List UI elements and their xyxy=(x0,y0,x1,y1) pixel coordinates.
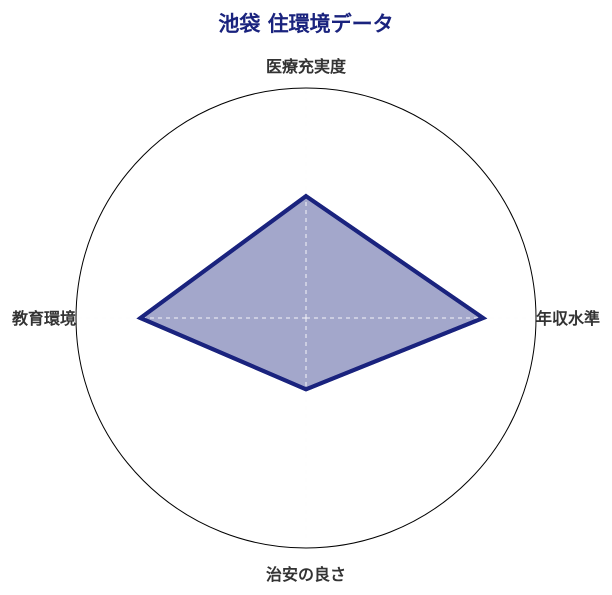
axis-label: 医療充実度 xyxy=(266,57,347,76)
data-polygon xyxy=(136,193,488,392)
outer-circle xyxy=(75,87,537,549)
axis-label: 年収水準 xyxy=(536,309,600,328)
axis-label: 治安の良さ xyxy=(266,565,346,584)
chart-title: 池袋 住環境データ xyxy=(218,12,394,36)
axis-label: 教育環境 xyxy=(12,309,76,328)
